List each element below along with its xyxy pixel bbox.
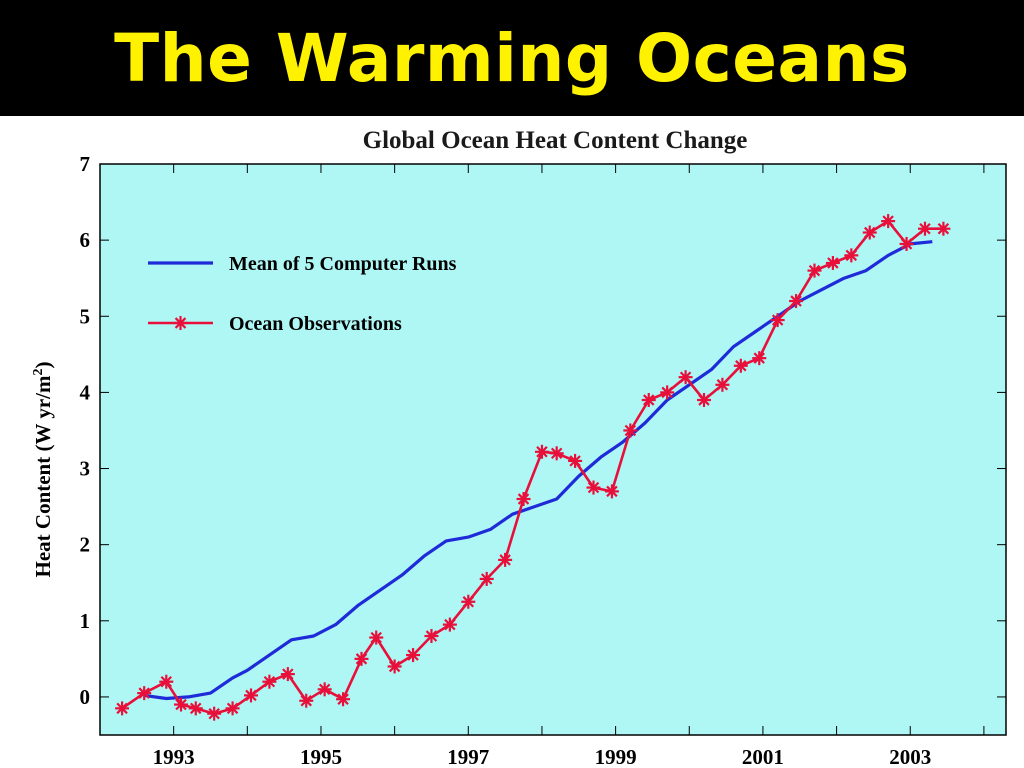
- data-point-observation: [697, 393, 711, 408]
- data-point-observation: [354, 651, 369, 666]
- legend-swatch-observations-marker: [173, 316, 188, 330]
- data-point-observation: [280, 667, 295, 682]
- data-point-observation: [899, 236, 914, 251]
- x-tick-label: 2003: [889, 745, 931, 768]
- legend-asterisk-marker: [173, 316, 188, 330]
- data-point-observation: [568, 453, 583, 468]
- x-tick-label: 1997: [447, 745, 489, 768]
- x-tick-label: 1999: [595, 745, 637, 768]
- y-axis-title-superscript: 2: [31, 369, 46, 376]
- data-point-observation: [479, 571, 494, 586]
- data-point-observation: [917, 221, 932, 236]
- data-point-observation: [604, 484, 619, 499]
- data-point-observation: [406, 648, 421, 663]
- data-point-observation: [299, 693, 314, 708]
- data-point-observation: [660, 385, 675, 400]
- x-tick-label: 2001: [742, 745, 784, 768]
- data-point-observation: [461, 594, 476, 609]
- data-point-observation: [936, 221, 951, 236]
- data-point-observation: [534, 444, 549, 459]
- y-tick-label: 7: [80, 152, 91, 176]
- figure-panel: Global Ocean Heat Content Change 1993 199…: [0, 116, 1024, 768]
- x-tick-labels: 1993 1995 1997 1999 2001 2003: [153, 745, 932, 768]
- series-layer: [115, 214, 951, 721]
- y-tick-label: 5: [80, 304, 91, 328]
- data-point-observation: [715, 377, 730, 392]
- data-point-observation: [159, 674, 174, 689]
- series-line-observations: [121, 219, 944, 716]
- axis-ticks: [100, 163, 1006, 735]
- legend-label-model: Mean of 5 Computer Runs: [229, 253, 457, 275]
- data-point-observation: [549, 446, 564, 461]
- y-tick-label: 6: [80, 228, 91, 252]
- data-point-observation: [498, 552, 513, 567]
- y-tick-label: 2: [80, 533, 91, 557]
- data-point-observation: [825, 255, 840, 270]
- data-point-observation: [862, 225, 877, 240]
- y-axis-title: Heat Content (W yr/m2): [31, 362, 55, 578]
- y-axis-title-end: ): [31, 362, 55, 369]
- data-point-observation: [807, 263, 822, 278]
- y-tick-label: 0: [80, 685, 91, 709]
- x-tick-label: 1993: [153, 745, 195, 768]
- data-point-observation: [387, 659, 402, 674]
- data-point-observation: [623, 423, 638, 438]
- data-point-observation: [369, 630, 384, 645]
- y-axis-title-main: Heat Content (W yr/m: [31, 375, 55, 577]
- data-point-observation: [678, 370, 693, 385]
- data-point-observation: [115, 701, 130, 716]
- data-point-observation: [641, 393, 656, 408]
- data-point-observation: [225, 701, 240, 716]
- data-point-observation: [733, 358, 748, 373]
- data-point-observation: [516, 491, 531, 506]
- data-point-observation: [770, 313, 785, 328]
- data-point-observation: [137, 686, 152, 701]
- legend: Mean of 5 Computer Runs Ocean Observatio…: [148, 253, 457, 335]
- data-point-observation: [317, 682, 332, 697]
- data-point-observation: [789, 294, 804, 309]
- slide-title: The Warming Oceans: [114, 19, 910, 97]
- data-point-observation: [752, 351, 767, 366]
- data-point-observation: [188, 701, 203, 716]
- data-point-observation: [881, 214, 896, 229]
- data-point-observation: [424, 629, 439, 644]
- data-point-observation: [262, 674, 277, 689]
- data-point-observation: [586, 480, 601, 495]
- y-tick-label: 3: [80, 457, 91, 481]
- y-tick-label: 1: [80, 609, 91, 633]
- data-point-observation: [244, 688, 258, 703]
- data-point-observation: [844, 248, 859, 263]
- data-point-observation: [442, 617, 457, 632]
- y-tick-labels: 0 1 2 3 4 5 6 7: [80, 152, 91, 709]
- line-chart: Global Ocean Heat Content Change 1993 199…: [31, 127, 1007, 768]
- data-point-observation: [174, 697, 189, 712]
- x-tick-label: 1995: [300, 745, 342, 768]
- data-point-observation: [336, 692, 351, 707]
- y-tick-label: 4: [80, 380, 91, 404]
- legend-label-observations: Ocean Observations: [229, 313, 402, 335]
- chart-title: Global Ocean Heat Content Change: [363, 127, 748, 154]
- data-point-observation: [207, 706, 222, 721]
